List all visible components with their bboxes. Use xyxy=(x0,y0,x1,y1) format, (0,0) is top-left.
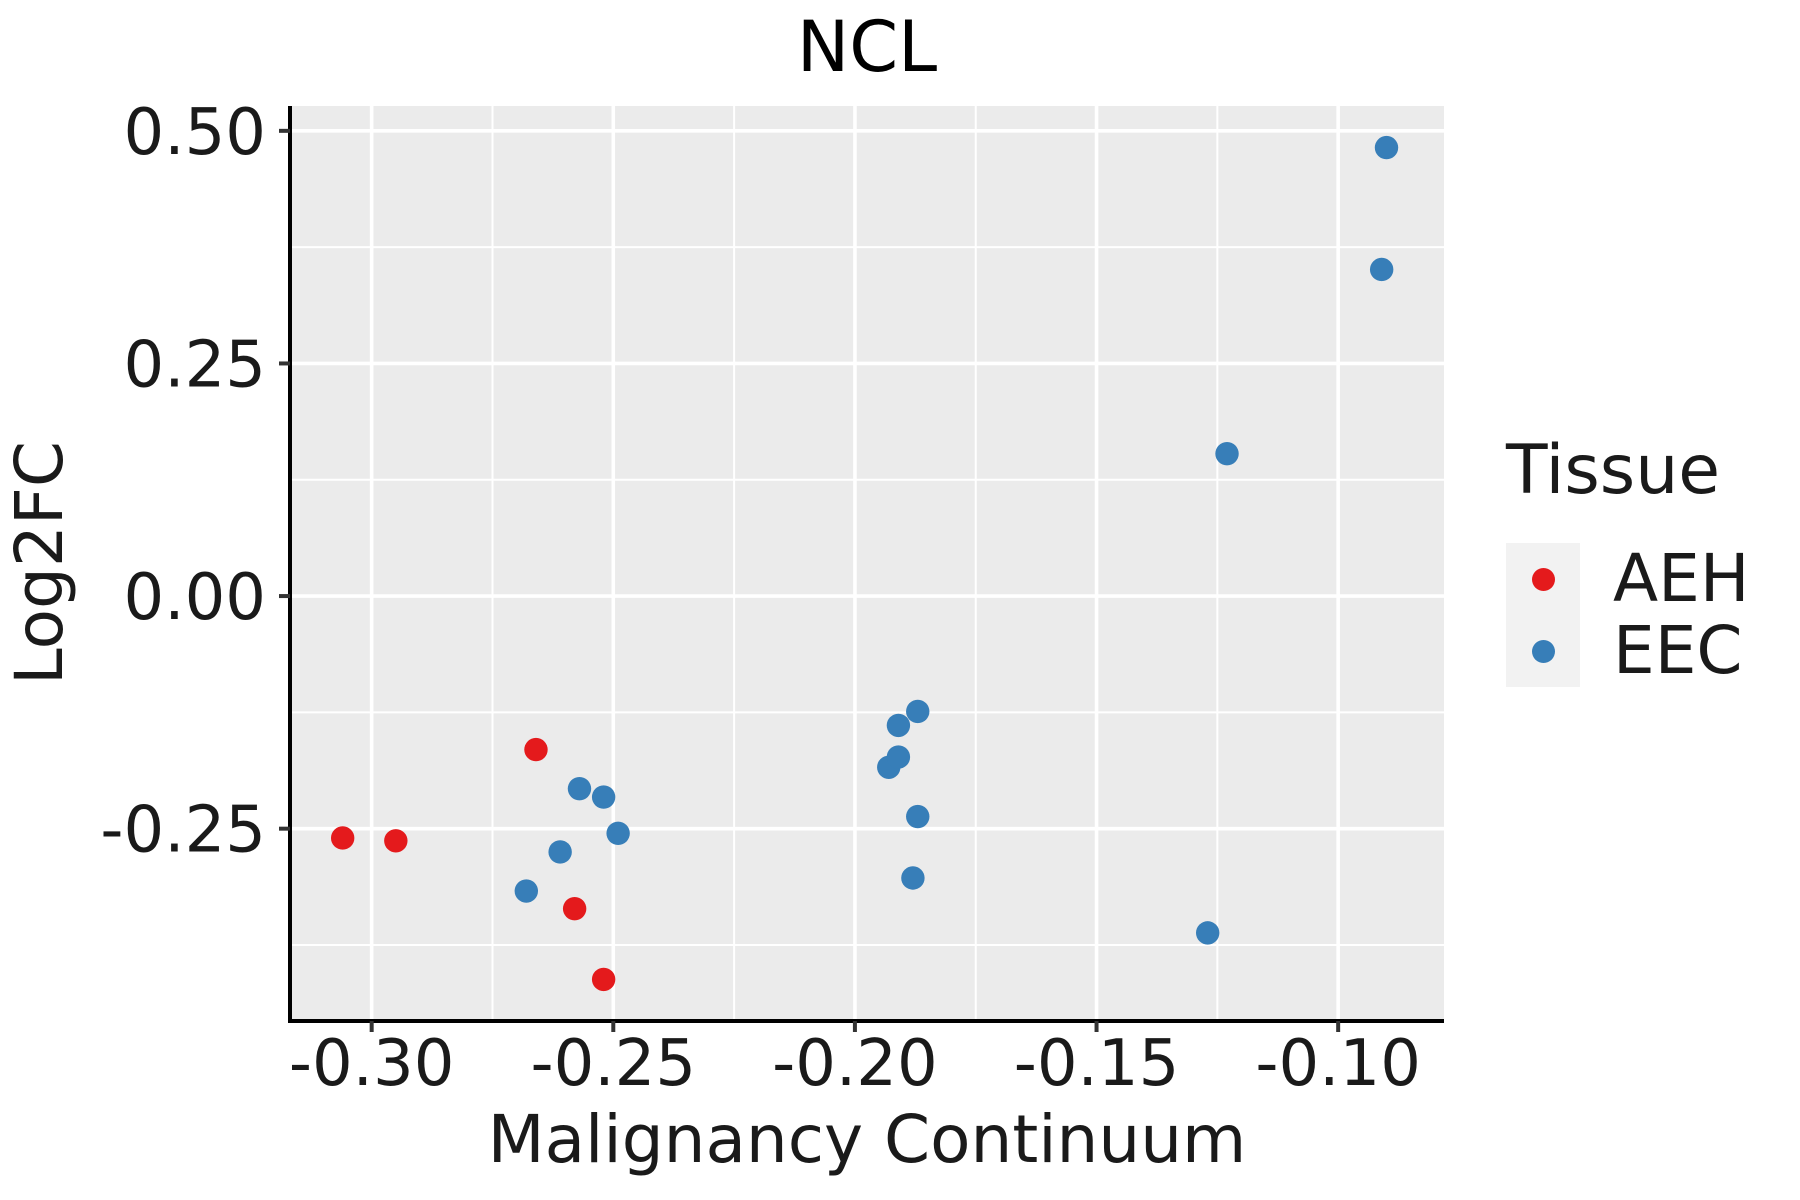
data-point-eec xyxy=(591,785,616,809)
legend-marker-eec-icon xyxy=(1531,639,1555,663)
legend-label-eec: EEC xyxy=(1613,612,1743,689)
data-point-aeh xyxy=(330,826,355,850)
data-point-aeh xyxy=(591,967,616,992)
legend-marker-aeh-icon xyxy=(1531,567,1555,591)
data-point-eec xyxy=(606,821,630,846)
x-tick-label: -0.15 xyxy=(1014,1027,1180,1101)
x-tick-label: -0.20 xyxy=(772,1027,938,1101)
x-tick-label: -0.10 xyxy=(1255,1027,1421,1101)
legend: Tissue AEH EEC xyxy=(1506,437,1749,687)
data-point-eec xyxy=(906,699,930,724)
x-tick-label: -0.30 xyxy=(289,1027,455,1101)
legend-key-eec xyxy=(1506,615,1580,687)
data-point-eec xyxy=(1195,921,1220,945)
data-point-eec xyxy=(886,713,911,738)
y-tick-label: 0.25 xyxy=(124,328,267,402)
x-tick-label: -0.25 xyxy=(530,1027,696,1101)
data-point-aeh xyxy=(384,829,408,853)
legend-item-eec: EEC xyxy=(1506,615,1749,687)
legend-title: Tissue xyxy=(1506,431,1721,510)
axis-lines xyxy=(288,106,1444,1023)
data-point-eec xyxy=(906,804,930,829)
data-point-eec xyxy=(1374,135,1399,160)
y-tick-label: 0.50 xyxy=(124,96,267,170)
data-point-eec xyxy=(901,866,925,890)
data-point-eec xyxy=(567,776,592,801)
data-point-eec xyxy=(1369,257,1394,282)
data-point-eec xyxy=(886,745,911,769)
plot-panel xyxy=(290,106,1444,1021)
chart-title: NCL xyxy=(796,6,938,88)
data-point-aeh xyxy=(562,896,587,921)
y-tick-label: 0.00 xyxy=(124,561,267,635)
data-point-aeh xyxy=(524,737,548,762)
data-point-eec xyxy=(514,879,539,903)
legend-label-aeh: AEH xyxy=(1613,540,1750,617)
y-tick-label: -0.25 xyxy=(100,794,266,868)
x-axis-title: Malignancy Continuum xyxy=(487,1101,1247,1178)
legend-key-aeh xyxy=(1506,543,1580,615)
legend-item-aeh: AEH xyxy=(1506,543,1749,615)
y-axis-title: Log2FC xyxy=(1,441,78,685)
data-point-eec xyxy=(548,840,572,864)
data-point-eec xyxy=(1215,442,1239,466)
